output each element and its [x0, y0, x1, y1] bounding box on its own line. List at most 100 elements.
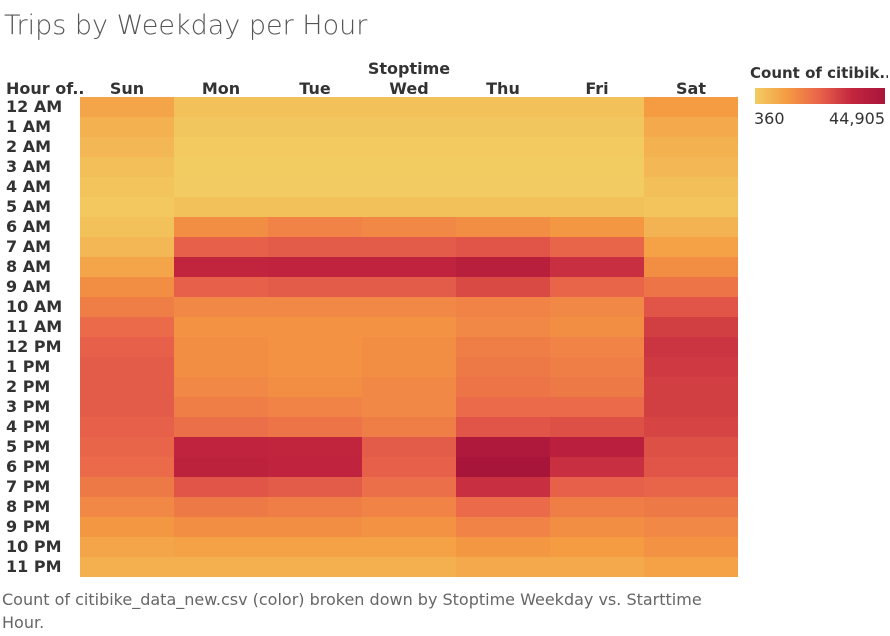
heatmap-cell-sun-4pm[interactable]	[80, 417, 174, 437]
heatmap-cell-mon-5pm[interactable]	[174, 437, 268, 457]
heatmap-cell-sat-11pm[interactable]	[644, 557, 738, 577]
heatmap-cell-wed-7am[interactable]	[362, 237, 456, 257]
heatmap-cell-sun-11pm[interactable]	[80, 557, 174, 577]
row-label-4pm[interactable]: 4 PM	[6, 417, 50, 436]
heatmap-cell-fri-3am[interactable]	[550, 157, 644, 177]
heatmap-cell-fri-1am[interactable]	[550, 117, 644, 137]
heatmap-cell-fri-11am[interactable]	[550, 317, 644, 337]
heatmap-cell-wed-1pm[interactable]	[362, 357, 456, 377]
row-label-5pm[interactable]: 5 PM	[6, 437, 50, 456]
heatmap-cell-tue-6am[interactable]	[268, 217, 362, 237]
row-label-3pm[interactable]: 3 PM	[6, 397, 50, 416]
heatmap-cell-wed-7pm[interactable]	[362, 477, 456, 497]
heatmap-cell-thu-10am[interactable]	[456, 297, 550, 317]
heatmap-cell-sat-4am[interactable]	[644, 177, 738, 197]
heatmap-cell-sun-9pm[interactable]	[80, 517, 174, 537]
heatmap-cell-thu-6pm[interactable]	[456, 457, 550, 477]
heatmap-cell-sun-6am[interactable]	[80, 217, 174, 237]
heatmap-cell-mon-10pm[interactable]	[174, 537, 268, 557]
heatmap-cell-mon-6am[interactable]	[174, 217, 268, 237]
heatmap-cell-mon-11am[interactable]	[174, 317, 268, 337]
heatmap-cell-tue-8pm[interactable]	[268, 497, 362, 517]
heatmap-cell-mon-4pm[interactable]	[174, 417, 268, 437]
heatmap-cell-sun-12am[interactable]	[80, 97, 174, 117]
heatmap-cell-wed-4am[interactable]	[362, 177, 456, 197]
heatmap-cell-mon-9pm[interactable]	[174, 517, 268, 537]
heatmap-cell-sun-6pm[interactable]	[80, 457, 174, 477]
heatmap-cell-thu-9pm[interactable]	[456, 517, 550, 537]
heatmap-cell-sun-7pm[interactable]	[80, 477, 174, 497]
heatmap-cell-fri-9pm[interactable]	[550, 517, 644, 537]
heatmap-cell-wed-9am[interactable]	[362, 277, 456, 297]
row-label-1am[interactable]: 1 AM	[6, 117, 51, 136]
heatmap-cell-fri-6am[interactable]	[550, 217, 644, 237]
heatmap-cell-sun-10pm[interactable]	[80, 537, 174, 557]
heatmap-cell-tue-5am[interactable]	[268, 197, 362, 217]
heatmap-cell-wed-9pm[interactable]	[362, 517, 456, 537]
heatmap-cell-mon-9am[interactable]	[174, 277, 268, 297]
heatmap-cell-thu-7pm[interactable]	[456, 477, 550, 497]
row-label-10pm[interactable]: 10 PM	[6, 537, 61, 556]
column-label-sun[interactable]: Sun	[110, 79, 144, 98]
heatmap-cell-wed-12am[interactable]	[362, 97, 456, 117]
heatmap-cell-tue-6pm[interactable]	[268, 457, 362, 477]
heatmap-cell-tue-9am[interactable]	[268, 277, 362, 297]
heatmap-cell-mon-3am[interactable]	[174, 157, 268, 177]
heatmap-cell-fri-8pm[interactable]	[550, 497, 644, 517]
heatmap-cell-thu-9am[interactable]	[456, 277, 550, 297]
heatmap-cell-fri-5am[interactable]	[550, 197, 644, 217]
heatmap-cell-sat-8am[interactable]	[644, 257, 738, 277]
heatmap-cell-tue-10pm[interactable]	[268, 537, 362, 557]
heatmap-cell-thu-5am[interactable]	[456, 197, 550, 217]
heatmap-cell-sat-9pm[interactable]	[644, 517, 738, 537]
row-label-8am[interactable]: 8 AM	[6, 257, 51, 276]
heatmap-cell-wed-1am[interactable]	[362, 117, 456, 137]
heatmap-cell-sun-10am[interactable]	[80, 297, 174, 317]
heatmap-cell-thu-1am[interactable]	[456, 117, 550, 137]
heatmap-cell-sat-6pm[interactable]	[644, 457, 738, 477]
heatmap-cell-sun-5am[interactable]	[80, 197, 174, 217]
heatmap-cell-sun-5pm[interactable]	[80, 437, 174, 457]
row-label-6am[interactable]: 6 AM	[6, 217, 51, 236]
row-label-2am[interactable]: 2 AM	[6, 137, 51, 156]
heatmap-cell-tue-12am[interactable]	[268, 97, 362, 117]
heatmap-cell-sat-6am[interactable]	[644, 217, 738, 237]
heatmap-cell-sun-1pm[interactable]	[80, 357, 174, 377]
heatmap-cell-thu-4pm[interactable]	[456, 417, 550, 437]
row-label-3am[interactable]: 3 AM	[6, 157, 51, 176]
heatmap-cell-wed-10pm[interactable]	[362, 537, 456, 557]
heatmap-cell-mon-3pm[interactable]	[174, 397, 268, 417]
heatmap-cell-mon-7am[interactable]	[174, 237, 268, 257]
heatmap-cell-thu-8pm[interactable]	[456, 497, 550, 517]
heatmap-cell-wed-8am[interactable]	[362, 257, 456, 277]
heatmap-cell-thu-8am[interactable]	[456, 257, 550, 277]
heatmap-cell-thu-11am[interactable]	[456, 317, 550, 337]
heatmap-cell-tue-12pm[interactable]	[268, 337, 362, 357]
column-label-sat[interactable]: Sat	[676, 79, 706, 98]
heatmap-cell-mon-10am[interactable]	[174, 297, 268, 317]
row-label-6pm[interactable]: 6 PM	[6, 457, 50, 476]
row-label-8pm[interactable]: 8 PM	[6, 497, 50, 516]
heatmap-cell-wed-5pm[interactable]	[362, 437, 456, 457]
heatmap-cell-fri-12am[interactable]	[550, 97, 644, 117]
heatmap-cell-tue-3pm[interactable]	[268, 397, 362, 417]
heatmap-cell-sun-1am[interactable]	[80, 117, 174, 137]
row-label-4am[interactable]: 4 AM	[6, 177, 51, 196]
heatmap-cell-tue-4pm[interactable]	[268, 417, 362, 437]
heatmap-cell-sat-11am[interactable]	[644, 317, 738, 337]
heatmap-cell-mon-11pm[interactable]	[174, 557, 268, 577]
heatmap-cell-sun-2am[interactable]	[80, 137, 174, 157]
heatmap-cell-wed-12pm[interactable]	[362, 337, 456, 357]
heatmap-cell-thu-3pm[interactable]	[456, 397, 550, 417]
heatmap-cell-sun-7am[interactable]	[80, 237, 174, 257]
heatmap-cell-wed-11pm[interactable]	[362, 557, 456, 577]
heatmap-cell-wed-2am[interactable]	[362, 137, 456, 157]
heatmap-cell-thu-10pm[interactable]	[456, 537, 550, 557]
row-label-7pm[interactable]: 7 PM	[6, 477, 50, 496]
heatmap-cell-fri-2am[interactable]	[550, 137, 644, 157]
heatmap-cell-thu-6am[interactable]	[456, 217, 550, 237]
heatmap-cell-wed-11am[interactable]	[362, 317, 456, 337]
heatmap-cell-tue-1am[interactable]	[268, 117, 362, 137]
heatmap-cell-wed-5am[interactable]	[362, 197, 456, 217]
row-label-12pm[interactable]: 12 PM	[6, 337, 61, 356]
